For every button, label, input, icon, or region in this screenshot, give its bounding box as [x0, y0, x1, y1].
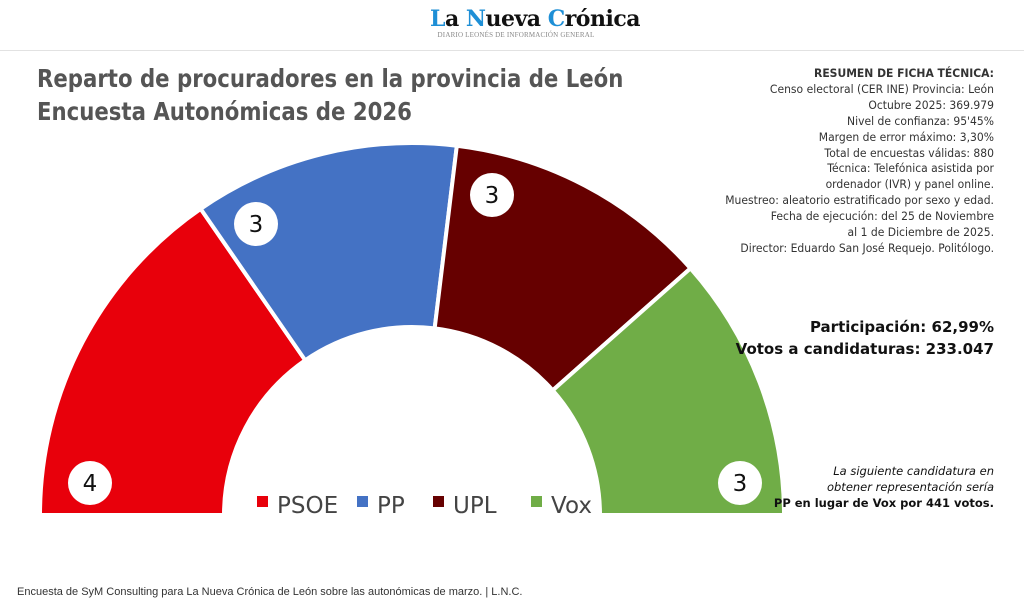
ficha-line: Director: Eduardo San José Requejo. Poli… — [740, 240, 994, 255]
ficha-line: ordenador (IVR) y panel online. — [825, 177, 994, 192]
ficha-line: Margen de error máximo: 3,30% — [818, 129, 994, 144]
legend-label: UPL — [453, 493, 497, 519]
seat-badge-psoe — [68, 461, 112, 505]
participacion: Participación: 62,99% — [809, 318, 994, 336]
legend-swatch — [531, 496, 542, 507]
ficha-tecnica: RESUMEN DE FICHA TÉCNICA: Censo electora… — [725, 66, 994, 255]
legend-label: PP — [377, 493, 405, 519]
seat-wedge-psoe — [37, 206, 308, 517]
seat-badge-pp — [234, 202, 278, 246]
participation-summary: Participación: 62,99% Votos a candidatur… — [736, 316, 994, 360]
ficha-line: Nivel de confianza: 95'45% — [847, 113, 994, 128]
site-header: La Nueva Crónica DIARIO LEONÉS DE INFORM… — [0, 0, 1024, 51]
seat-badge-upl — [470, 173, 514, 217]
legend-label: PSOE — [277, 493, 338, 519]
seat-wedge-pp — [197, 141, 460, 364]
ficha-line: Total de encuestas válidas: 880 — [824, 145, 994, 160]
ficha-line: al 1 de Diciembre de 2025. — [847, 225, 994, 240]
seat-badge-vox — [718, 461, 762, 505]
ficha-line: Octubre 2025: 369.979 — [868, 97, 994, 112]
seat-count-label: 3 — [733, 471, 748, 497]
legend-swatch — [433, 496, 444, 507]
next-seat-note: La siguiente candidatura en obtener repr… — [773, 464, 994, 510]
votos-candidaturas: Votos a candidaturas: 233.047 — [735, 340, 994, 358]
ficha-line: Muestreo: aleatorio estratificado por se… — [725, 193, 994, 208]
site-logo[interactable]: La Nueva Crónica — [430, 6, 641, 32]
legend-swatch — [257, 496, 268, 507]
seat-count-label: 4 — [83, 471, 98, 497]
ficha-line: Censo electoral (CER INE) Provincia: Leó… — [769, 81, 994, 96]
legend-swatch — [357, 496, 368, 507]
seat-count-label: 3 — [485, 183, 500, 209]
seat-count-label: 3 — [249, 212, 264, 238]
photo-caption: Encuesta de SyM Consulting para La Nueva… — [17, 586, 523, 598]
seat-wedge-vox — [549, 265, 787, 517]
ficha-line: Técnica: Telefónica asistida por — [827, 161, 994, 176]
legend-label: Vox — [551, 493, 592, 519]
chart-title: Reparto de procuradores en la provincia … — [37, 64, 624, 126]
site-tagline: DIARIO LEONÉS DE INFORMACIÓN GENERAL — [437, 31, 595, 39]
ficha-line: Fecha de ejecución: del 25 de Noviembre — [770, 209, 994, 224]
